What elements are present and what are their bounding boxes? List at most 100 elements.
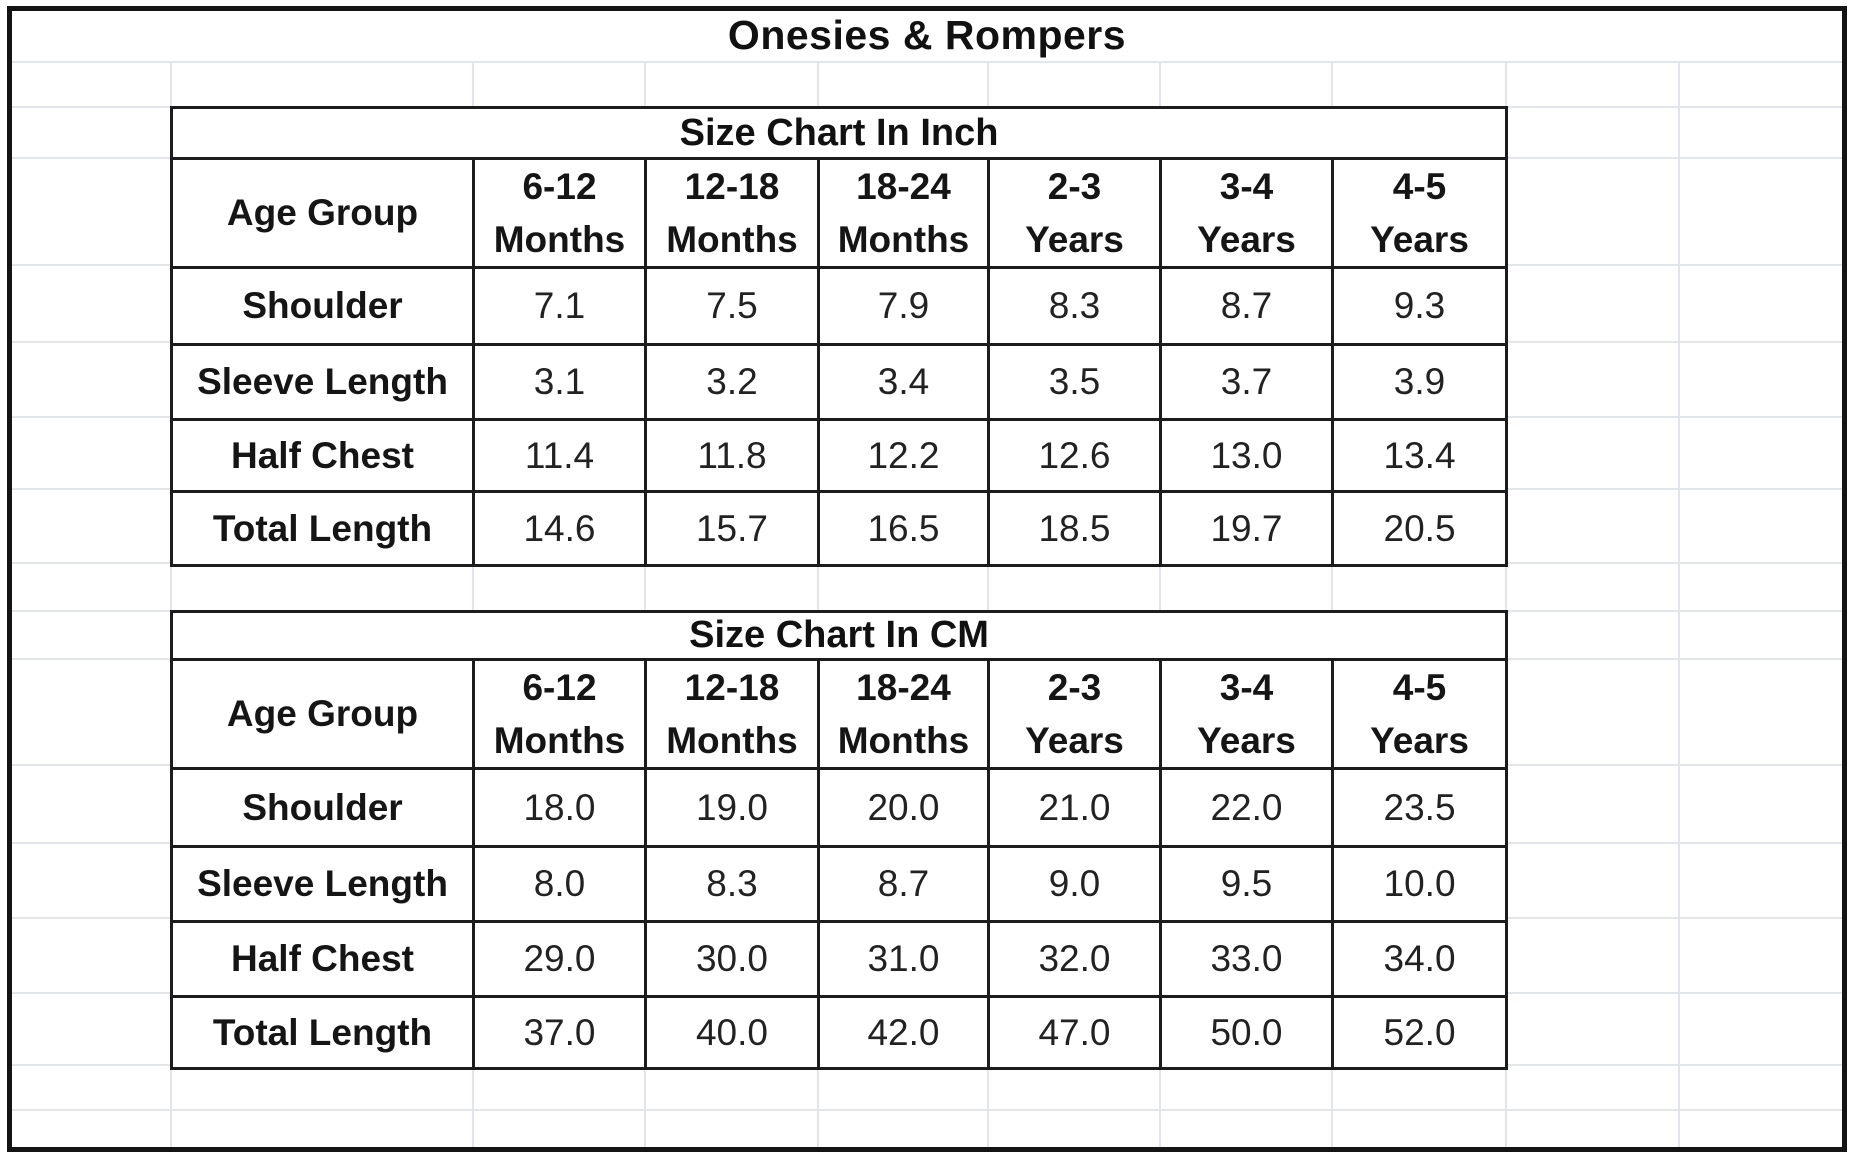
data-cell: 3.7 xyxy=(1159,343,1334,421)
table-row: Half Chest 11.4 11.8 12.2 12.6 13.0 13.4 xyxy=(170,418,1509,493)
table-title-inch: Size Chart In Inch xyxy=(169,106,1509,160)
table-title-cm: Size Chart In CM xyxy=(169,610,1509,661)
table-row: Shoulder 7.1 7.5 7.9 8.3 8.7 9.3 xyxy=(170,266,1509,346)
data-cell: 3.1 xyxy=(472,343,647,421)
column-header-line1: 3-4 xyxy=(1219,667,1274,708)
table-row: Total Length 37.0 40.0 42.0 47.0 50.0 52… xyxy=(170,995,1509,1070)
column-header-line1: 3-4 xyxy=(1219,166,1274,207)
data-cell: 3.9 xyxy=(1330,343,1509,421)
data-cell: 8.3 xyxy=(644,845,820,923)
column-header-line2: Years xyxy=(1370,720,1469,761)
data-cell: 18.0 xyxy=(472,767,647,848)
column-header: 18-24 Months xyxy=(817,157,990,269)
data-cell: 14.6 xyxy=(472,490,647,567)
table-row: Sleeve Length 3.1 3.2 3.4 3.5 3.7 3.9 xyxy=(170,343,1509,421)
column-header-line2: Months xyxy=(666,219,798,260)
data-cell: 8.3 xyxy=(987,266,1162,346)
column-header-line2: Months xyxy=(837,219,970,260)
data-cell: 21.0 xyxy=(987,767,1162,848)
data-cell: 40.0 xyxy=(644,995,820,1070)
data-cell: 8.7 xyxy=(1159,266,1334,346)
column-header: 12-18 Months xyxy=(644,658,820,770)
column-header-line2: Years xyxy=(1025,720,1124,761)
column-header-line1: 12-18 xyxy=(684,667,780,708)
column-header-line2: Years xyxy=(1025,219,1124,260)
table-row: Shoulder 18.0 19.0 20.0 21.0 22.0 23.5 xyxy=(170,767,1509,848)
gridline xyxy=(12,61,1842,63)
gridline xyxy=(1159,62,1161,1147)
data-cell: 3.4 xyxy=(817,343,990,421)
data-cell: 33.0 xyxy=(1159,920,1334,998)
data-cell: 10.0 xyxy=(1330,845,1509,923)
column-header-line1: 4-5 xyxy=(1392,166,1447,207)
column-header: 12-18 Months xyxy=(644,157,820,269)
data-cell: 19.0 xyxy=(644,767,820,848)
data-cell: 34.0 xyxy=(1330,920,1509,998)
row-label: Total Length xyxy=(170,995,475,1070)
column-header: 6-12 Months xyxy=(472,157,647,269)
column-header: 3-4 Years xyxy=(1159,658,1334,770)
column-header: 4-5 Years xyxy=(1330,157,1509,269)
data-cell: 3.2 xyxy=(644,343,820,421)
table-row: Sleeve Length 8.0 8.3 8.7 9.0 9.5 10.0 xyxy=(170,845,1509,923)
corner-header: Age Group xyxy=(170,658,475,770)
data-cell: 11.4 xyxy=(472,418,647,493)
column-header-line1: 18-24 xyxy=(856,667,951,708)
data-cell: 9.5 xyxy=(1159,845,1334,923)
gridline xyxy=(644,62,646,1147)
column-header: 3-4 Years xyxy=(1159,157,1334,269)
data-cell: 13.0 xyxy=(1159,418,1334,493)
column-header-line1: 18-24 xyxy=(856,166,951,207)
table-row: Total Length 14.6 15.7 16.5 18.5 19.7 20… xyxy=(170,490,1509,567)
gridline xyxy=(170,62,172,1147)
corner-header: Age Group xyxy=(170,157,475,269)
page-title: Onesies & Rompers xyxy=(727,11,1127,58)
gridline xyxy=(817,62,819,1147)
data-cell: 3.5 xyxy=(987,343,1162,421)
column-header-line1: 12-18 xyxy=(684,166,780,207)
row-label: Sleeve Length xyxy=(170,845,475,923)
column-header-line2: Years xyxy=(1197,219,1296,260)
column-header: 2-3 Years xyxy=(987,658,1162,770)
column-header-line1: 6-12 xyxy=(522,667,597,708)
data-cell: 12.2 xyxy=(817,418,990,493)
column-header-line1: 4-5 xyxy=(1392,667,1447,708)
data-cell: 30.0 xyxy=(644,920,820,998)
row-label: Half Chest xyxy=(170,418,475,493)
row-label: Total Length xyxy=(170,490,475,567)
data-cell: 7.5 xyxy=(644,266,820,346)
outer-frame-border xyxy=(7,6,1847,1152)
data-cell: 50.0 xyxy=(1159,995,1334,1070)
column-header-line2: Months xyxy=(837,720,970,761)
data-cell: 22.0 xyxy=(1159,767,1334,848)
data-cell: 52.0 xyxy=(1330,995,1509,1070)
column-header-line2: Months xyxy=(493,219,626,260)
data-cell: 11.8 xyxy=(644,418,820,493)
column-header-line1: 2-3 xyxy=(1047,667,1102,708)
data-cell: 42.0 xyxy=(817,995,990,1070)
data-cell: 8.0 xyxy=(472,845,647,923)
data-cell: 32.0 xyxy=(987,920,1162,998)
data-cell: 16.5 xyxy=(817,490,990,567)
column-header-line1: 2-3 xyxy=(1047,166,1102,207)
data-cell: 18.5 xyxy=(987,490,1162,567)
size-chart-cm-table: Size Chart In CM Age Group 6-12 Months 12… xyxy=(169,610,1509,1070)
size-chart-inch-table: Size Chart In Inch Age Group 6-12 Months … xyxy=(169,106,1509,567)
gridline xyxy=(1331,62,1333,1147)
gridline xyxy=(1678,62,1680,1147)
column-header: 6-12 Months xyxy=(472,658,647,770)
data-cell: 8.7 xyxy=(817,845,990,923)
data-cell: 7.9 xyxy=(817,266,990,346)
row-label: Sleeve Length xyxy=(170,343,475,421)
data-cell: 23.5 xyxy=(1330,767,1509,848)
data-cell: 9.0 xyxy=(987,845,1162,923)
gridline xyxy=(1505,62,1507,1147)
gridline xyxy=(12,1109,1842,1111)
data-cell: 13.4 xyxy=(1330,418,1509,493)
row-label: Half Chest xyxy=(170,920,475,998)
column-header-line2: Months xyxy=(666,720,798,761)
column-header-line2: Years xyxy=(1370,219,1469,260)
data-cell: 31.0 xyxy=(817,920,990,998)
data-cell: 29.0 xyxy=(472,920,647,998)
